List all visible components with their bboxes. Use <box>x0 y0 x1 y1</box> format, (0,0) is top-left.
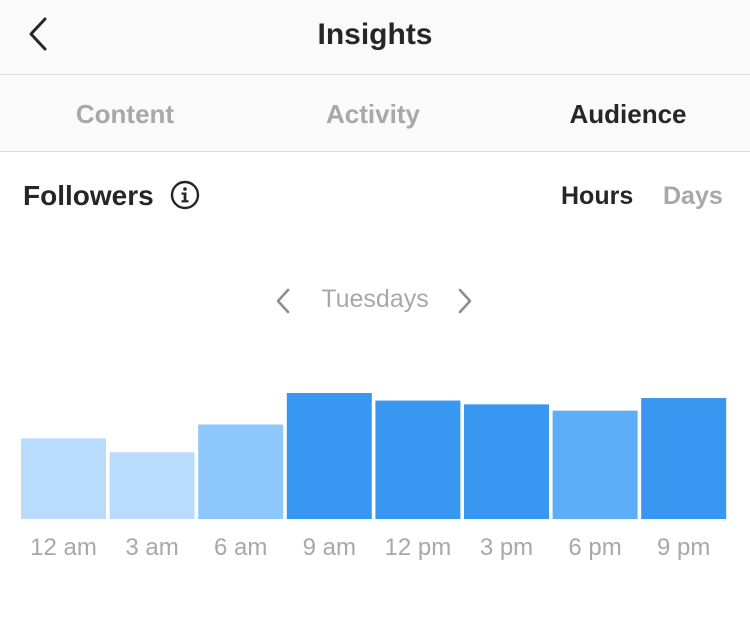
next-day-chevron-icon[interactable] <box>452 287 476 315</box>
bar-12-am[interactable] <box>21 438 106 519</box>
tab-activity[interactable]: Activity <box>326 99 420 129</box>
bar-3-pm[interactable] <box>464 404 549 519</box>
x-tick-label: 3 am <box>125 534 178 561</box>
bar-6-pm[interactable] <box>552 410 638 519</box>
followers-chart: 12 am 3 am 6 am 9 am 12 pm 3 pm 6 pm 9 pm <box>21 393 727 561</box>
bar-9-pm[interactable] <box>641 398 727 519</box>
x-tick-label: 6 pm <box>568 534 621 561</box>
back-button[interactable] <box>20 14 56 54</box>
tab-audience[interactable]: Audience <box>569 99 687 129</box>
previous-day-chevron-icon[interactable] <box>272 287 296 315</box>
day-selector: Tuesdays <box>0 283 750 319</box>
section-title: Followers <box>23 180 154 211</box>
x-tick-label: 9 pm <box>657 534 710 561</box>
x-tick-label: 3 pm <box>480 534 533 561</box>
hours-toggle[interactable]: Hours <box>561 182 634 210</box>
bar-3-am[interactable] <box>109 452 195 519</box>
day-label: Tuesdays <box>321 285 429 313</box>
tab-content[interactable]: Content <box>75 99 175 129</box>
bar-12-pm[interactable] <box>375 400 461 519</box>
days-toggle[interactable]: Days <box>663 182 723 210</box>
chevron-left-icon <box>29 17 47 51</box>
x-tick-label: 12 am <box>30 534 97 561</box>
x-tick-label: 6 am <box>214 534 267 561</box>
x-tick-label: 12 pm <box>385 534 452 561</box>
page-title: Insights <box>317 18 433 51</box>
x-tick-label: 9 am <box>303 534 356 561</box>
info-icon[interactable] <box>170 180 200 210</box>
header-bar: Insights <box>0 0 750 75</box>
bar-6-am[interactable] <box>198 424 284 520</box>
tab-bar: Content Activity Audience <box>0 75 750 152</box>
bar-9-am[interactable] <box>286 393 372 519</box>
